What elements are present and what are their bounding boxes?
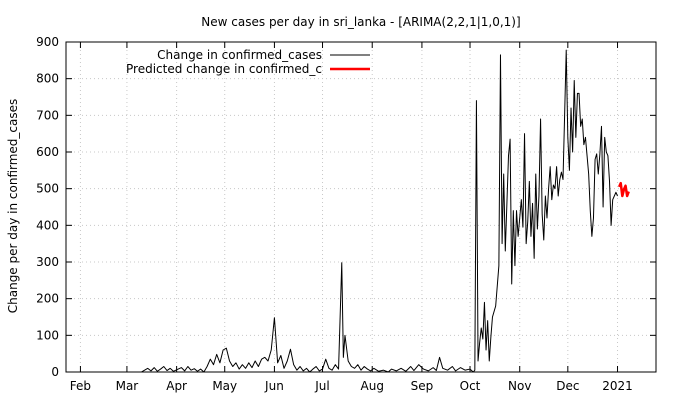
y-tick-label: 600 — [36, 145, 59, 159]
y-tick-label: 500 — [36, 182, 59, 196]
series-line-actual — [66, 49, 618, 373]
x-tick-label: Jun — [264, 379, 284, 393]
x-tick-label: 2021 — [602, 379, 633, 393]
x-tick-label: Apr — [166, 379, 187, 393]
ticks: 0 100 200 300 400 500 600 700 800 900 Feb Mar Apr May… — [36, 35, 656, 393]
x-tick-label: Nov — [508, 379, 531, 393]
y-tick-label: 900 — [36, 35, 59, 49]
chart-title: New cases per day in sri_lanka - [ARIMA(… — [201, 15, 520, 29]
x-tick-label: Jul — [314, 379, 329, 393]
x-tick-label: Oct — [460, 379, 481, 393]
x-tick-label: Dec — [556, 379, 579, 393]
legend-label-predicted: Predicted change in confirmed_c — [126, 62, 322, 76]
x-tick-label: Sep — [411, 379, 434, 393]
x-tick-label: May — [212, 379, 237, 393]
y-tick-label: 0 — [51, 365, 59, 379]
x-tick-label: Feb — [70, 379, 91, 393]
plot-frame — [65, 41, 657, 373]
y-tick-label: 800 — [36, 72, 59, 86]
y-tick-label: 200 — [36, 292, 59, 306]
series-line-predicted — [617, 181, 630, 198]
y-tick-label: 300 — [36, 255, 59, 269]
x-tick-label: Mar — [116, 379, 139, 393]
x-tick-label: Aug — [361, 379, 384, 393]
y-tick-label: 100 — [36, 328, 59, 342]
legend-label-actual: Change in confirmed_cases — [157, 48, 322, 62]
y-tick-label: 400 — [36, 218, 59, 232]
grid — [66, 42, 656, 372]
series-layer — [66, 49, 630, 373]
legend: Change in confirmed_cases Predicted chan… — [126, 48, 370, 76]
y-tick-label: 700 — [36, 108, 59, 122]
y-axis-label: Change per day in confirmed_cases — [6, 99, 20, 314]
